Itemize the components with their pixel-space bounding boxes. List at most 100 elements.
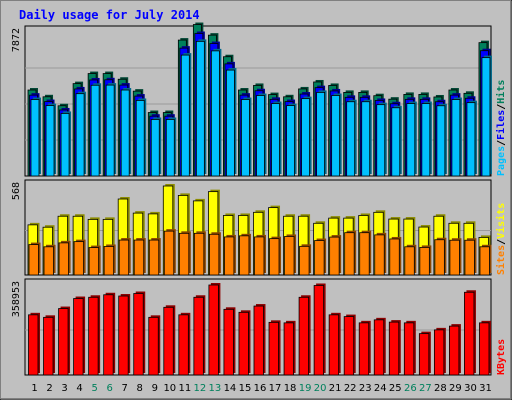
bar-pages-day-25 (391, 107, 401, 177)
bar-sites-day-6 (103, 246, 115, 276)
bar-sites-day-17 (269, 238, 280, 276)
right-legend-visits_sites: Sites/Visits (495, 203, 507, 275)
bar-kbytes-day-16 (253, 305, 264, 376)
x-tick-label: 6 (106, 383, 112, 394)
x-tick-label: 18 (284, 383, 297, 394)
bar-sites-day-23 (359, 232, 370, 276)
x-tick-label: 28 (434, 383, 447, 394)
x-tick-label: 25 (389, 383, 402, 394)
bar-sites-day-4 (73, 241, 84, 276)
bar-pages-day-1 (30, 99, 40, 177)
bar-kbytes-day-8 (133, 293, 144, 376)
bar-pages-day-9 (150, 119, 160, 177)
x-tick-label: 13 (209, 383, 222, 394)
bar-sites-day-30 (464, 239, 475, 276)
bar-kbytes-day-28 (433, 329, 445, 376)
x-tick-label: 21 (329, 383, 342, 394)
x-tick-label: 15 (239, 383, 252, 394)
bar-kbytes-day-29 (449, 325, 460, 376)
x-tick-label: 23 (359, 383, 372, 394)
x-tick-label: 14 (224, 383, 237, 394)
x-tick-label: 1 (31, 383, 37, 394)
bar-pages-day-8 (135, 100, 145, 177)
legend-separator: / (496, 239, 507, 245)
bar-sites-day-31 (479, 246, 490, 276)
bar-kbytes-day-3 (58, 308, 69, 376)
bar-pages-day-16 (256, 95, 265, 177)
bar-sites-day-8 (133, 239, 145, 276)
legend-hits: Hits (495, 80, 507, 104)
bar-kbytes-day-2 (43, 316, 54, 376)
bar-sites-day-22 (344, 232, 355, 276)
legend-separator: / (496, 140, 507, 146)
bar-kbytes-day-9 (148, 316, 159, 376)
y-max-label: 7872 (11, 28, 22, 52)
bar-pages-day-6 (105, 84, 115, 177)
bar-sites-day-27 (419, 247, 430, 276)
bar-kbytes-day-15 (238, 311, 249, 376)
bar-sites-day-11 (178, 232, 190, 276)
bar-sites-day-18 (284, 236, 295, 276)
bar-kbytes-day-7 (118, 295, 129, 376)
right-legend-hits_files_pages: Pages/Files/Hits (495, 80, 507, 176)
bar-sites-day-29 (449, 239, 460, 276)
bar-kbytes-day-23 (358, 322, 370, 376)
bar-sites-day-5 (88, 247, 100, 276)
x-tick-label: 4 (76, 383, 82, 394)
x-tick-label: 2 (46, 383, 52, 394)
x-tick-label: 12 (194, 383, 207, 394)
bar-sites-day-7 (118, 239, 130, 276)
bar-pages-day-17 (271, 103, 280, 177)
bar-pages-day-10 (165, 119, 175, 177)
bar-sites-day-14 (224, 236, 235, 276)
bar-kbytes-day-19 (298, 296, 309, 376)
bar-kbytes-day-26 (403, 322, 415, 376)
x-tick-label: 10 (163, 383, 176, 394)
bar-pages-day-11 (180, 54, 190, 177)
bar-sites-day-24 (374, 234, 385, 276)
x-tick-label: 24 (374, 383, 387, 394)
bar-pages-day-7 (120, 89, 130, 177)
x-tick-label: 31 (479, 383, 492, 394)
bar-pages-day-26 (406, 103, 416, 177)
bar-kbytes-day-5 (88, 296, 99, 376)
x-tick-label: 22 (344, 383, 357, 394)
bar-sites-day-15 (239, 235, 250, 276)
bar-sites-day-28 (434, 239, 445, 276)
bar-sites-day-13 (208, 233, 220, 276)
x-tick-label: 5 (91, 383, 97, 394)
x-tick-label: 30 (464, 383, 477, 394)
bar-pages-day-18 (286, 105, 295, 177)
bar-kbytes-day-13 (208, 284, 219, 376)
x-tick-label: 27 (419, 383, 432, 394)
bar-pages-day-30 (466, 102, 476, 177)
x-tick-label: 9 (152, 383, 158, 394)
bar-kbytes-day-24 (373, 319, 385, 376)
bar-kbytes-day-17 (268, 321, 279, 376)
bar-kbytes-day-11 (178, 314, 189, 376)
bar-kbytes-day-20 (313, 285, 325, 376)
y-max-label: 358953 (11, 281, 22, 317)
legend-files: Files (495, 110, 507, 140)
bar-kbytes-day-10 (163, 306, 174, 376)
x-tick-label: 26 (404, 383, 417, 394)
x-tick-label: 20 (314, 383, 327, 394)
x-tick-label: 11 (178, 383, 191, 394)
bar-pages-day-23 (361, 101, 371, 177)
bar-pages-day-19 (301, 98, 310, 177)
x-tick-label: 29 (449, 383, 462, 394)
legend-separator: / (496, 104, 507, 110)
bar-kbytes-day-4 (73, 298, 84, 376)
bar-kbytes-day-14 (223, 308, 234, 376)
bar-sites-day-21 (329, 236, 340, 276)
bar-pages-day-27 (421, 103, 431, 177)
bar-pages-day-3 (60, 113, 70, 177)
bar-pages-day-2 (45, 105, 55, 177)
y-max-label: 568 (11, 182, 22, 200)
bar-sites-day-25 (389, 238, 400, 276)
bar-pages-day-5 (90, 84, 100, 177)
bar-pages-day-14 (226, 69, 235, 177)
bar-sites-day-1 (28, 244, 39, 276)
bar-pages-day-22 (346, 101, 356, 177)
x-tick-label: 16 (254, 383, 267, 394)
